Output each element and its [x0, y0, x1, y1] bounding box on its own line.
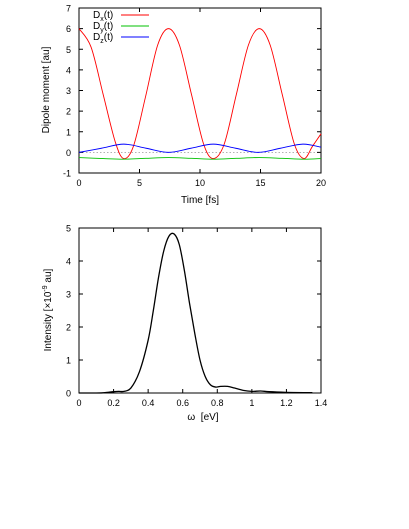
y-axis-label: Dipole moment [au]	[41, 46, 52, 133]
y-tick-label: 2	[66, 107, 71, 117]
series-line-2	[78, 143, 322, 153]
x-tick-label: 0	[76, 178, 81, 188]
tick-marks	[78, 7, 322, 174]
y-tick-label: 2	[66, 323, 71, 333]
y-tick-label: 0	[66, 148, 71, 158]
x-tick-label: 0.4	[142, 398, 155, 408]
y-axis-label: Intensity [×10-9 au]	[42, 268, 54, 351]
x-tick-label: 5	[137, 178, 142, 188]
y-tick-label: 4	[66, 65, 71, 75]
series-line-0	[78, 232, 313, 394]
x-tick-label: 0.8	[211, 398, 224, 408]
y-tick-label: 4	[66, 257, 71, 267]
legend: Dx(t) Dy(t) Dz(t)	[93, 10, 149, 45]
legend-entry-dz-label: Dz(t)	[93, 32, 113, 45]
series-line-0	[78, 28, 322, 160]
intensity-spectrum-chart: 0 0.2 0.4 0.6 0.8 1 1.2 1.4 0 1 2 3 4 5 ω [eV] Intens…	[42, 224, 327, 424]
y-tick-label: 1	[66, 127, 71, 137]
y-tick-label: 3	[66, 86, 71, 96]
plot-frame	[78, 7, 322, 174]
x-tick-label: 15	[255, 178, 265, 188]
series-lines	[78, 232, 313, 394]
tick-labels: 0 5 10 15 20 -1 0 1 2 3 4 5 6 7	[63, 4, 326, 189]
dipole-moment-chart: 0 5 10 15 20 -1 0 1 2 3 4 5 6 7 Dx(t) Dy(t) Dz(t) Tim…	[41, 4, 326, 207]
x-axis-label: ω [eV]	[187, 412, 218, 423]
x-tick-label: 0.2	[107, 398, 120, 408]
y-tick-label: 1	[66, 356, 71, 366]
y-tick-label: 6	[66, 24, 71, 34]
x-tick-label: 10	[195, 178, 205, 188]
x-tick-label: 1	[249, 398, 254, 408]
legend-entry-dx-label: Dx(t)	[93, 10, 113, 23]
x-tick-label: 1.4	[315, 398, 328, 408]
y-tick-label: 7	[66, 4, 71, 14]
y-tick-label: 5	[66, 45, 71, 55]
x-tick-label: 0.6	[176, 398, 189, 408]
series-line-1	[78, 157, 322, 160]
x-tick-label: 1.2	[280, 398, 293, 408]
tick-marks	[78, 227, 322, 394]
x-tick-label: 20	[316, 178, 326, 188]
y-tick-label: 5	[66, 224, 71, 234]
y-tick-label: 3	[66, 290, 71, 300]
x-axis-label: Time [fs]	[181, 195, 219, 206]
tick-labels: 0 0.2 0.4 0.6 0.8 1 1.2 1.4 0 1 2 3 4 5	[66, 224, 327, 409]
y-tick-label: 0	[66, 389, 71, 399]
series-lines	[78, 28, 322, 160]
legend-entry-dy-label: Dy(t)	[93, 21, 113, 34]
plot-frame	[78, 227, 322, 394]
y-tick-label: -1	[63, 169, 71, 179]
x-tick-label: 0	[76, 398, 81, 408]
